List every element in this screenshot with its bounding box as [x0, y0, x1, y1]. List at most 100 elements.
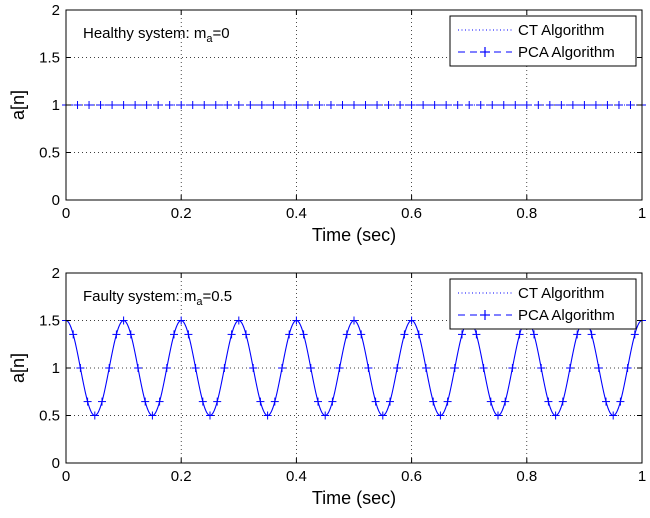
plus-marker [191, 364, 200, 372]
plus-marker [494, 411, 502, 420]
plus-marker [249, 364, 258, 372]
x-tick-label: 0.4 [286, 468, 307, 485]
plus-marker [545, 101, 554, 109]
plus-marker [522, 101, 531, 109]
plus-marker [257, 101, 266, 109]
legend-entry: PCA Algorithm [518, 44, 615, 61]
annotation-suffix: =0.5 [202, 288, 232, 305]
y-tick-label: 2 [52, 2, 60, 19]
annotation-prefix: Healthy system: m [83, 25, 206, 42]
plus-marker [335, 364, 344, 372]
plus-marker [609, 411, 618, 420]
plus-marker [108, 101, 117, 109]
plus-marker [486, 397, 495, 406]
plus-marker [407, 316, 416, 325]
plus-marker [141, 397, 150, 406]
plus-marker [285, 330, 294, 339]
plus-marker [544, 397, 553, 406]
annotation-subscript: a [206, 33, 213, 45]
plus-marker [501, 397, 510, 406]
plus-marker [515, 330, 524, 339]
plus-marker [155, 397, 164, 406]
plus-marker [393, 364, 402, 372]
plus-marker [242, 330, 250, 339]
x-tick-label: 0 [62, 205, 70, 222]
legend: CT Algorithm PCA Algorithm [449, 15, 637, 67]
plus-marker [299, 330, 308, 339]
plus-marker [131, 101, 140, 109]
y-tick-label: 1 [52, 97, 60, 114]
plus-marker [537, 364, 546, 372]
plus-marker [458, 330, 466, 339]
annotation-subscript: a [196, 296, 203, 308]
plus-marker [227, 330, 236, 339]
top-chart-panel: 0 0.2 0.4 0.6 0.8 1 0 0.5 1 1.5 2 Time (sec) a[n] Hea… [8, 2, 646, 245]
plus-marker [69, 330, 78, 339]
plus-marker [162, 364, 171, 372]
plus-marker [98, 397, 106, 406]
plus-marker [211, 101, 220, 109]
plus-marker [371, 397, 380, 406]
plus-marker [292, 101, 301, 109]
plus-marker [112, 330, 121, 339]
plus-marker [256, 397, 265, 406]
plus-marker [573, 330, 582, 339]
y-axis-label: a[n] [8, 353, 28, 383]
plus-marker [568, 101, 577, 109]
plus-marker [280, 101, 289, 109]
x-tick-label: 0.8 [516, 205, 537, 222]
y-tick-label: 1.5 [39, 313, 60, 330]
plus-marker [314, 397, 322, 406]
plus-marker [220, 364, 229, 372]
plus-marker [83, 397, 92, 406]
legend: CT Algorithm PCA Algorithm [449, 278, 637, 330]
plus-marker [436, 411, 445, 420]
plus-marker [465, 101, 474, 109]
plus-marker [142, 101, 151, 109]
plus-marker [206, 411, 214, 420]
plus-marker [616, 397, 625, 406]
plus-marker [364, 364, 373, 372]
plus-marker [551, 411, 560, 420]
legend-entry: CT Algorithm [518, 22, 604, 39]
plus-marker [443, 397, 452, 406]
plus-marker [213, 397, 222, 406]
legend-entry: PCA Algorithm [518, 307, 615, 324]
plus-marker [134, 364, 142, 372]
plus-marker [338, 101, 347, 109]
plus-marker [96, 101, 105, 109]
plus-marker [270, 397, 279, 406]
plus-marker [198, 397, 207, 406]
plus-marker [350, 316, 358, 325]
y-tick-label: 0.5 [39, 145, 60, 162]
plus-marker [223, 101, 232, 109]
plus-marker [321, 411, 330, 420]
plus-marker [303, 101, 312, 109]
plus-marker [73, 101, 82, 109]
x-tick-label: 1 [638, 468, 646, 485]
plus-marker [378, 411, 387, 420]
plus-marker [234, 101, 243, 109]
plus-marker [429, 397, 438, 406]
plus-marker [76, 364, 85, 372]
plus-marker [85, 101, 94, 109]
plus-marker [614, 101, 623, 109]
panel-annotation: Healthy system: ma=0 [83, 25, 230, 45]
plus-marker [234, 316, 243, 325]
plus-marker [587, 330, 596, 339]
plus-marker [386, 397, 394, 406]
plus-marker [119, 101, 128, 109]
plus-marker [184, 330, 193, 339]
plus-marker [105, 364, 114, 372]
x-tick-label: 0.8 [516, 468, 537, 485]
plus-marker [165, 101, 174, 109]
plus-marker [396, 101, 405, 109]
plus-marker [400, 330, 409, 339]
plus-marker [177, 316, 186, 325]
plus-marker [326, 101, 335, 109]
plus-marker [422, 364, 430, 372]
plus-marker [306, 364, 315, 372]
y-axis-label: a[n] [8, 90, 28, 120]
x-tick-label: 1 [638, 205, 646, 222]
